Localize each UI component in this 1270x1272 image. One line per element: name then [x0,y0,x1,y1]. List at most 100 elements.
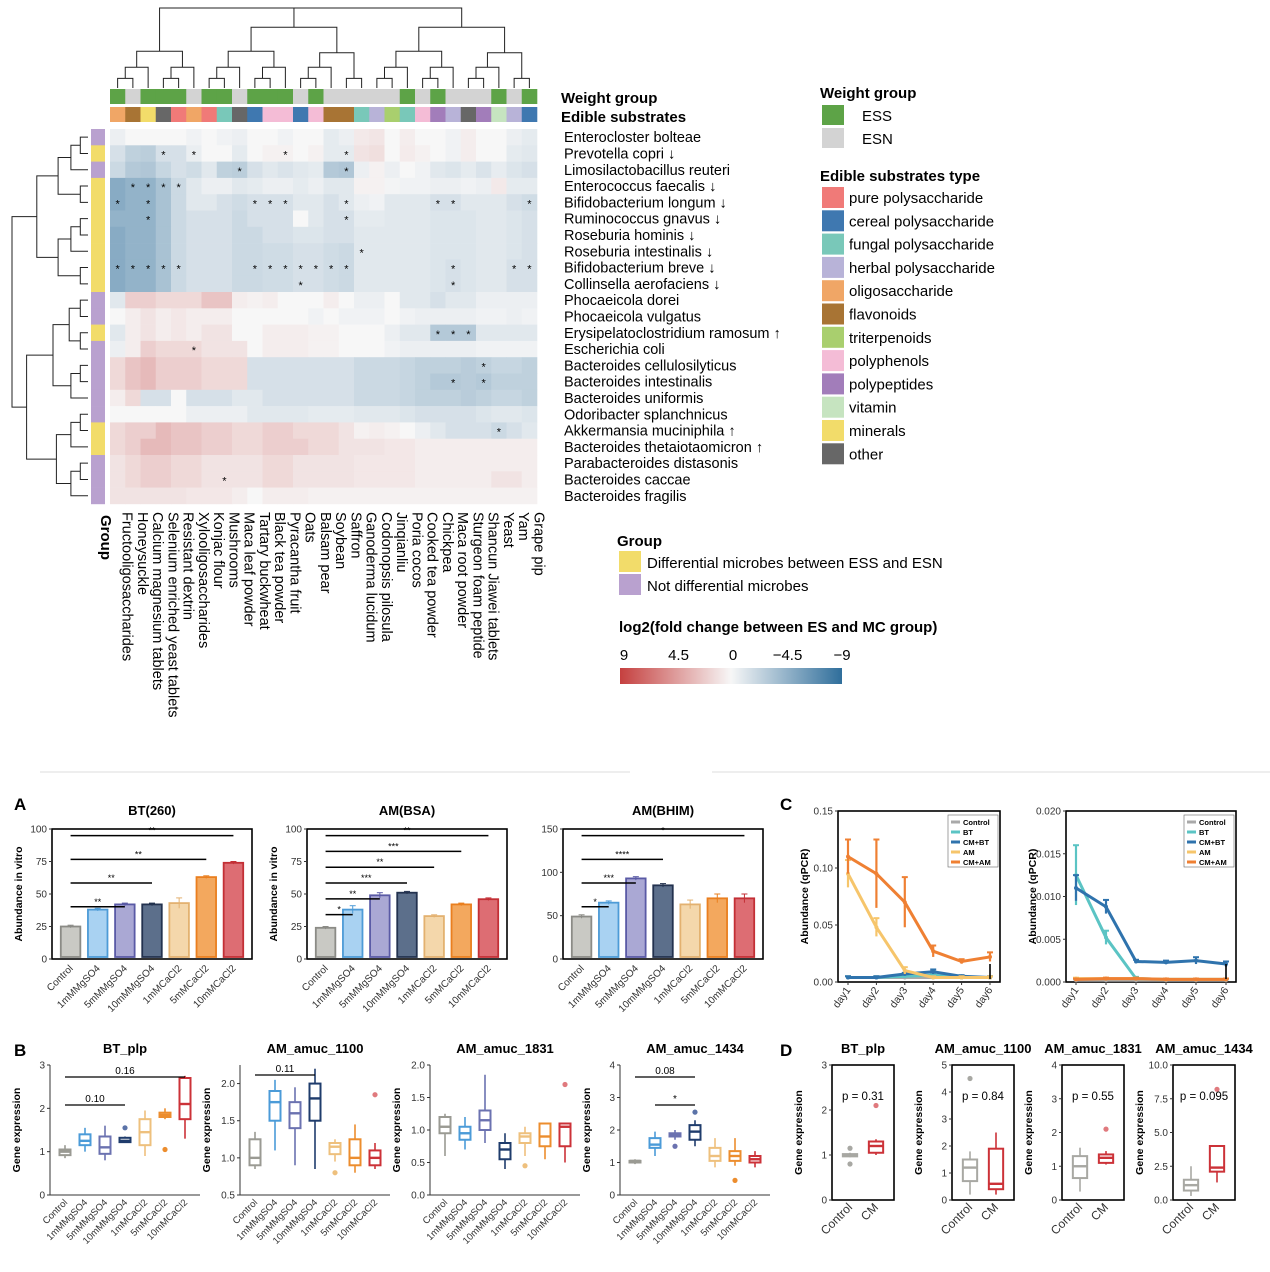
heat-cell [338,487,355,505]
heat-cell [171,194,187,211]
legend-scale-title: log2(fold change between ES and MC group… [619,619,937,636]
series-point [1074,977,1078,982]
legend-weight-swatch [822,105,844,125]
bar-1mMCaCl2 [168,902,190,958]
chart-C1: 0.00 0.05 0.10 0.15 Abundance (qPCR) day1 day2… [799,807,1001,1011]
box-outlier [847,1161,853,1167]
heat-cell [216,145,233,162]
panel-label-c: C [780,795,792,814]
heat-cell [369,161,385,179]
heat-cell [460,177,477,195]
heat-cell [125,373,141,391]
heat-cell [476,259,492,276]
heat-cell [171,243,187,260]
significance-label: ** [349,889,357,899]
heat-cell [216,389,233,407]
heat-cell [491,308,507,325]
heat-cell [262,487,279,505]
heat-cell [476,177,492,195]
heat-cell [354,129,370,146]
heat-cell [460,308,477,325]
heat-cell [140,373,157,391]
heat-cell [308,471,324,488]
column-label: Yeast [500,512,516,548]
heat-cell [186,471,202,488]
heat-cell [369,129,385,146]
heat-cell [354,422,370,439]
legend-type-label: herbal polysaccharide [849,260,995,277]
heat-cell [491,145,507,162]
row-label: Bacteroides caccae [564,472,691,488]
y-tick-label: 3 [941,1115,947,1126]
heat-cell [460,389,477,407]
heat-cell [216,471,233,488]
heat-cell [506,243,523,260]
heat-cell [460,357,477,374]
type-cell-2 [140,107,157,122]
heat-cell [171,455,187,472]
heat-cell [384,471,401,488]
heat-cell [216,243,233,260]
heat-cell [110,210,126,228]
heat-cell [216,177,233,195]
column-label: Grape pip [530,512,546,576]
series-line-BT [1074,874,1226,981]
x-tick-label: CM [1088,1200,1111,1223]
heat-cell [171,373,187,391]
significance-label: * [661,826,665,836]
heat-cell [140,210,157,228]
heat-cell [369,259,385,276]
column-label: Black tea powder [271,512,287,623]
heatmap-legend: Weight group Edible substrates type Grou… [97,85,995,684]
significance-star: * [344,166,349,178]
significance-star: * [131,264,136,276]
heat-cell [155,487,172,505]
x-tick-label: day2 [859,985,882,1011]
legend-group-swatch [619,574,641,595]
row-label: Ruminococcus gnavus ↓ [564,212,721,228]
heat-cell [491,161,507,179]
heat-cell [277,292,294,309]
legend-type-swatch [822,350,844,372]
box-10mMCaCl2 [178,1077,192,1121]
y-tick-label: 5.0 [1154,1128,1168,1139]
heat-cell [354,487,370,505]
series-point [1194,977,1198,982]
y-tick-label: 100 [541,868,558,879]
row-label: Odoribacter splanchnicus [564,407,728,423]
heat-cell [201,373,218,391]
significance-star: * [344,215,349,227]
heat-cell [293,259,309,276]
heat-cell [125,259,141,276]
heat-cell [110,194,126,211]
heat-cell [308,340,324,358]
x-tick-label: day1 [831,985,854,1011]
significance-star: * [146,198,151,210]
heat-cell [186,259,202,276]
y-tick-label: 4 [1051,1061,1057,1072]
heat-cell [491,243,507,260]
heat-cell [521,357,538,374]
heat-cell [415,226,431,244]
series-line-CM+AM [1075,977,1226,981]
heat-cell [201,340,218,358]
column-label: Maca leaf powder [241,512,257,627]
heat-cell [201,226,218,244]
heat-cell [216,422,233,439]
heat-cell [277,487,294,505]
heat-cell [476,438,492,456]
heat-cell [262,438,279,456]
p-value-label: p = 0.095 [1180,1091,1228,1103]
heat-cell [506,389,523,407]
heat-cell [171,389,187,407]
heat-cell [476,455,492,472]
series-legend-label: CM+BT [963,838,989,847]
heat-cell [354,259,370,276]
heat-cell [323,324,340,342]
significance-label: 0.10 [85,1094,105,1105]
heat-cell [521,455,538,472]
chart-B3: 0.0 0.5 1.0 1.5 2.0 AM_amuc_1831 Gene expressi… [391,1041,580,1247]
heat-cell [369,438,385,456]
